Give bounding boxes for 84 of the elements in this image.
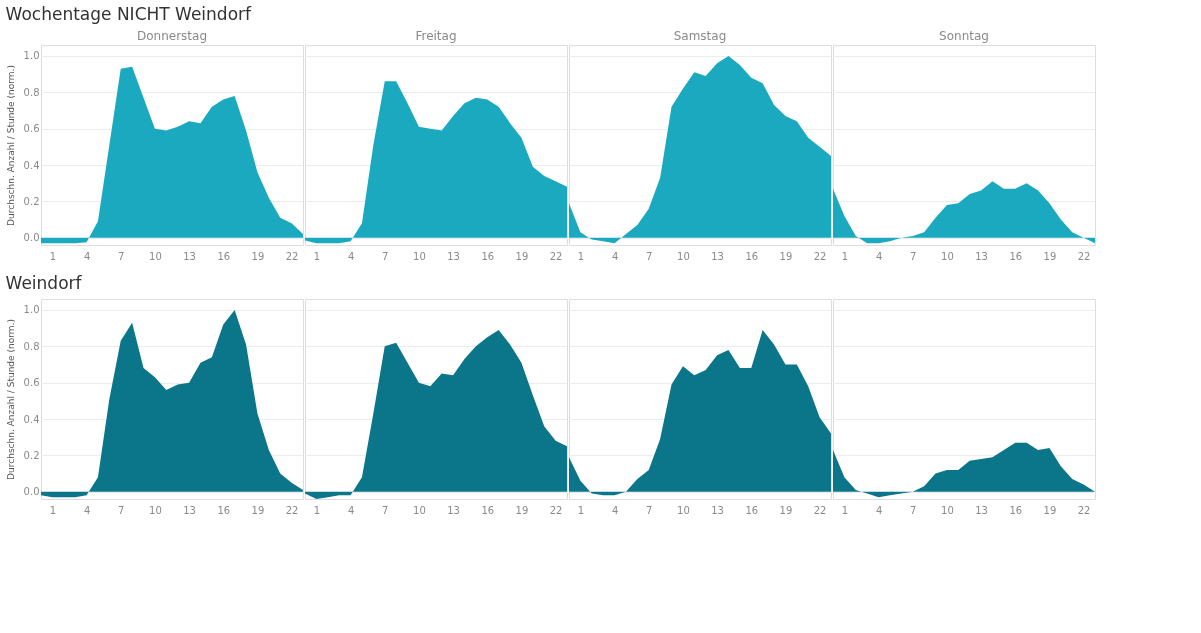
y-tick-label: 0.6 [23,377,40,389]
x-tick-label: 22 [285,504,299,516]
x-tick-label: 10 [149,504,162,516]
x-tick-label: 13 [711,504,724,516]
x-tick-label: 1 [841,504,849,516]
x-tick-label: 13 [183,504,196,516]
x-tick-label: 10 [149,250,162,262]
y-tick-label: 1.0 [23,50,40,62]
x-tick-label: 13 [447,250,460,262]
chart-title: Weindorf [5,272,83,293]
x-tick-label: 19 [515,250,529,262]
x-tick-label: 10 [677,504,690,516]
y-tick-label: 0.6 [23,123,40,135]
x-tick-label: 7 [118,504,125,516]
x-tick-label: 19 [515,504,529,516]
x-tick-label: 4 [611,250,619,262]
x-tick-label: 22 [1077,250,1091,262]
x-tick-label: 7 [382,504,389,516]
x-tick-label: 16 [217,250,231,262]
x-tick-label: 16 [1009,250,1023,262]
chart-subtitle: Samstag [673,29,727,43]
x-tick-label: 10 [941,250,954,262]
x-tick-label: 16 [745,504,759,516]
x-tick-label: 4 [83,250,91,262]
x-tick-label: 7 [910,250,917,262]
x-tick-label: 16 [217,504,231,516]
x-tick-label: 7 [910,504,917,516]
x-tick-label: 10 [413,504,426,516]
y-tick-label: 0.2 [23,449,40,461]
x-tick-label: 4 [347,504,355,516]
y-tick-label: 0.4 [23,413,40,425]
x-tick-label: 22 [1077,504,1091,516]
x-tick-label: 16 [481,504,495,516]
x-tick-label: 22 [813,250,827,262]
x-tick-label: 4 [611,504,619,516]
x-tick-label: 4 [875,504,883,516]
x-tick-label: 10 [413,250,426,262]
x-tick-label: 13 [975,504,988,516]
x-tick-label: 10 [941,504,954,516]
chart-title: Wochentage NICHT Weindorf [5,3,253,24]
x-tick-label: 1 [49,504,57,516]
y-tick-label: 0.2 [23,195,40,207]
x-tick-label: 19 [1043,504,1057,516]
y-tick-label: 0.4 [23,159,40,171]
y-tick-label: 0.0 [23,486,40,498]
x-tick-label: 16 [481,250,495,262]
x-tick-label: 7 [646,250,653,262]
x-tick-label: 13 [183,250,196,262]
y-axis-title: Durchschn. Anzahl / Stunde (norm.) [5,319,16,480]
chart-subtitle: Sonntag [939,29,989,43]
x-tick-label: 13 [975,250,988,262]
x-tick-label: 1 [313,250,321,262]
x-tick-label: 4 [875,250,883,262]
x-tick-label: 22 [549,250,563,262]
x-tick-label: 16 [1009,504,1023,516]
x-tick-label: 7 [382,250,389,262]
x-tick-label: 1 [577,504,585,516]
x-tick-label: 22 [549,504,563,516]
x-tick-label: 19 [779,250,793,262]
x-tick-label: 10 [677,250,690,262]
x-tick-label: 19 [779,504,793,516]
x-tick-label: 22 [285,250,299,262]
x-tick-label: 7 [118,250,125,262]
x-tick-label: 1 [49,250,57,262]
y-axis-title: Durchschn. Anzahl / Stunde (norm.) [5,65,16,226]
x-tick-label: 4 [83,504,91,516]
x-tick-label: 19 [251,504,265,516]
x-tick-label: 13 [711,250,724,262]
x-tick-label: 4 [347,250,355,262]
x-tick-label: 22 [813,504,827,516]
x-tick-label: 19 [1043,250,1057,262]
chart-subtitle: Freitag [415,29,457,43]
y-tick-label: 0.0 [23,232,40,244]
x-tick-label: 1 [841,250,849,262]
x-tick-label: 1 [577,250,585,262]
chart-subtitle: Donnerstag [136,29,208,43]
y-tick-label: 0.8 [23,340,40,352]
x-tick-label: 1 [313,504,321,516]
x-tick-label: 7 [646,504,653,516]
x-tick-label: 13 [447,504,460,516]
x-tick-label: 19 [251,250,265,262]
y-tick-label: 0.8 [23,86,40,98]
y-tick-label: 1.0 [23,304,40,316]
x-tick-label: 16 [745,250,759,262]
